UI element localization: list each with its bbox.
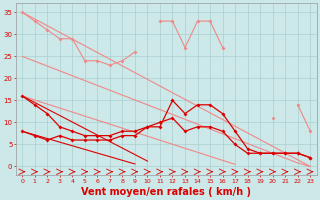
X-axis label: Vent moyen/en rafales ( km/h ): Vent moyen/en rafales ( km/h )	[81, 187, 251, 197]
